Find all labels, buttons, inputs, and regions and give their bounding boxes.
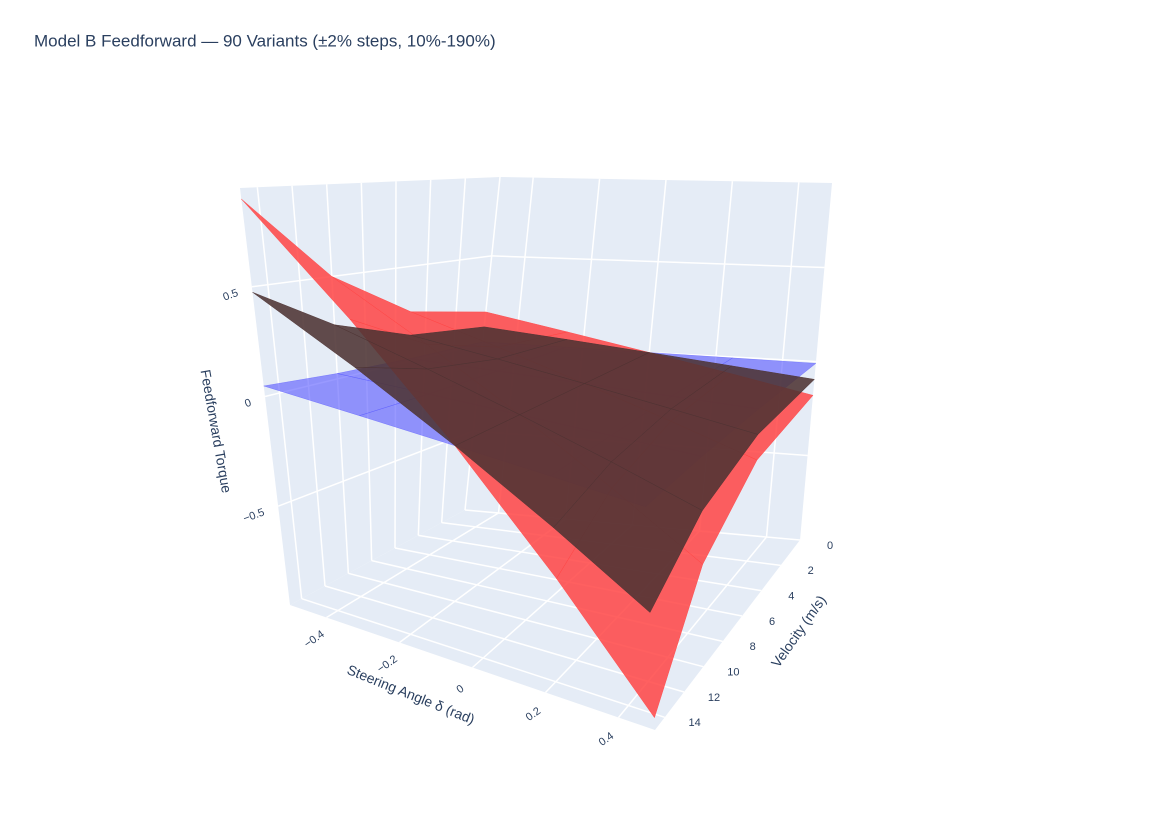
y-tick-label: 14 [689, 717, 701, 729]
y-tick-label: 10 [727, 667, 739, 679]
z-tick-label: 0.5 [221, 287, 239, 304]
z-tick-label: 0 [243, 397, 253, 410]
z-axis-title: Feedforward Torque [198, 368, 236, 494]
chart-title: Model B Feedforward — 90 Variants (±2% s… [34, 31, 496, 50]
x-axis-title: Steering Angle δ (rad) [345, 661, 477, 727]
surface-cell [553, 461, 703, 613]
x-tick-label: 0.4 [597, 730, 616, 749]
grid-line [251, 255, 492, 288]
grid-line [277, 430, 474, 507]
y-tick-label: 6 [769, 616, 775, 628]
x-tick-label: 0 [454, 683, 466, 696]
x-tick-label: −0.4 [302, 628, 327, 650]
y-tick-label: 0 [827, 540, 833, 552]
y-tick-label: 12 [708, 692, 720, 704]
grid-line [301, 597, 665, 719]
y-tick-label: 2 [808, 565, 814, 577]
y-axis-title: Velocity (m/s) [768, 592, 829, 670]
x-tick-label: 0.2 [524, 705, 543, 724]
z-tick-label: −0.5 [242, 507, 267, 526]
grid-line [326, 512, 499, 619]
y-tick-label: 8 [750, 641, 756, 653]
grid-line [491, 255, 825, 269]
y-tick-label: 4 [788, 591, 794, 603]
